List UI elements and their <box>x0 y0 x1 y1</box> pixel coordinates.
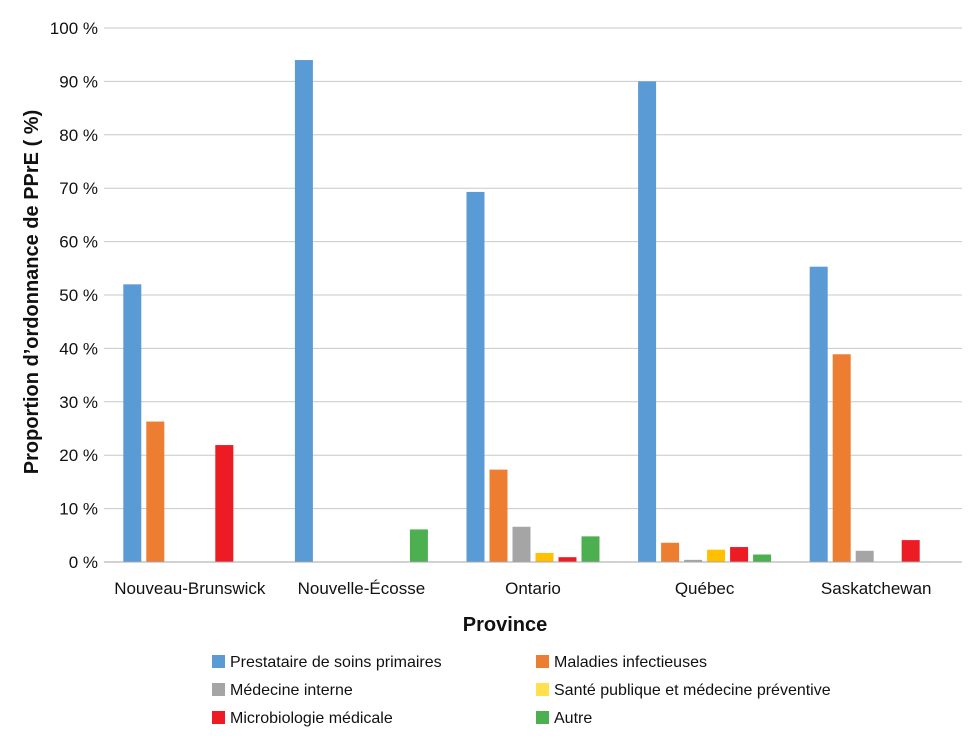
legend-swatch <box>536 683 549 696</box>
bar-3-1 <box>466 191 485 563</box>
bar-3-5 <box>558 557 577 562</box>
legend-label: Prestataire de soins primaires <box>230 654 442 671</box>
bar-1-2 <box>146 421 165 562</box>
x-tick-label: Nouveau-Brunswick <box>114 579 266 598</box>
legend-label: Médecine interne <box>230 682 353 699</box>
bar-2-6 <box>409 529 428 562</box>
y-tick-label: 30 % <box>59 393 98 412</box>
y-tick-label: 60 % <box>59 233 98 252</box>
bar-3-4 <box>535 552 554 562</box>
bar-3-2 <box>489 469 508 562</box>
bars <box>123 60 920 563</box>
legend-label: Maladies infectieuses <box>554 654 707 671</box>
bar-4-6 <box>753 554 772 562</box>
bar-5-5 <box>901 540 920 562</box>
bar-1-5 <box>215 445 234 562</box>
legend-label: Autre <box>554 710 592 727</box>
y-tick-label: 40 % <box>59 339 98 358</box>
y-tick-label: 90 % <box>59 72 98 91</box>
x-axis-ticks: Nouveau-Brunswick Nouvelle-Écosse Ontario Q… <box>114 579 931 598</box>
bar-4-1 <box>638 81 657 563</box>
y-tick-label: 0 % <box>69 553 98 572</box>
y-axis-ticks: 0 % 10 % 20 % 30 % 40 % 50 % 60 % 70 % 80 % 90 % 1… <box>50 19 98 572</box>
bar-4-4 <box>707 549 726 562</box>
bar-3-6 <box>581 536 600 562</box>
bar-3-3 <box>512 526 531 562</box>
bar-1-1 <box>123 284 142 562</box>
legend-swatch <box>536 655 549 668</box>
legend-swatch <box>536 711 549 724</box>
y-tick-label: 10 % <box>59 500 98 519</box>
y-tick-label: 80 % <box>59 126 98 145</box>
legend-label: Santé publique et médecine préventive <box>554 682 831 699</box>
y-tick-label: 50 % <box>59 286 98 305</box>
legend: Prestataire de soins primaires Maladies i… <box>212 654 831 727</box>
legend-label: Microbiologie médicale <box>230 710 393 727</box>
x-tick-label: Saskatchewan <box>821 579 932 598</box>
x-tick-label: Québec <box>675 579 735 598</box>
bar-2-1 <box>294 60 313 562</box>
y-tick-label: 20 % <box>59 446 98 465</box>
legend-swatch <box>212 683 225 696</box>
x-tick-label: Nouvelle-Écosse <box>298 579 426 598</box>
bar-5-1 <box>809 266 828 562</box>
bar-4-3 <box>684 559 703 562</box>
gridlines <box>104 27 962 510</box>
y-axis-title: Proportion d’ordonnance de PPrE ( %) <box>21 110 43 474</box>
bar-4-2 <box>661 542 680 562</box>
y-tick-label: 100 % <box>50 19 98 38</box>
x-axis-title: Province <box>463 614 547 636</box>
legend-swatch <box>212 711 225 724</box>
bar-5-3 <box>855 550 874 562</box>
x-tick-label: Ontario <box>505 579 561 598</box>
bar-5-2 <box>832 354 851 562</box>
y-tick-label: 70 % <box>59 179 98 198</box>
bar-4-5 <box>730 547 749 562</box>
legend-swatch <box>212 655 225 668</box>
